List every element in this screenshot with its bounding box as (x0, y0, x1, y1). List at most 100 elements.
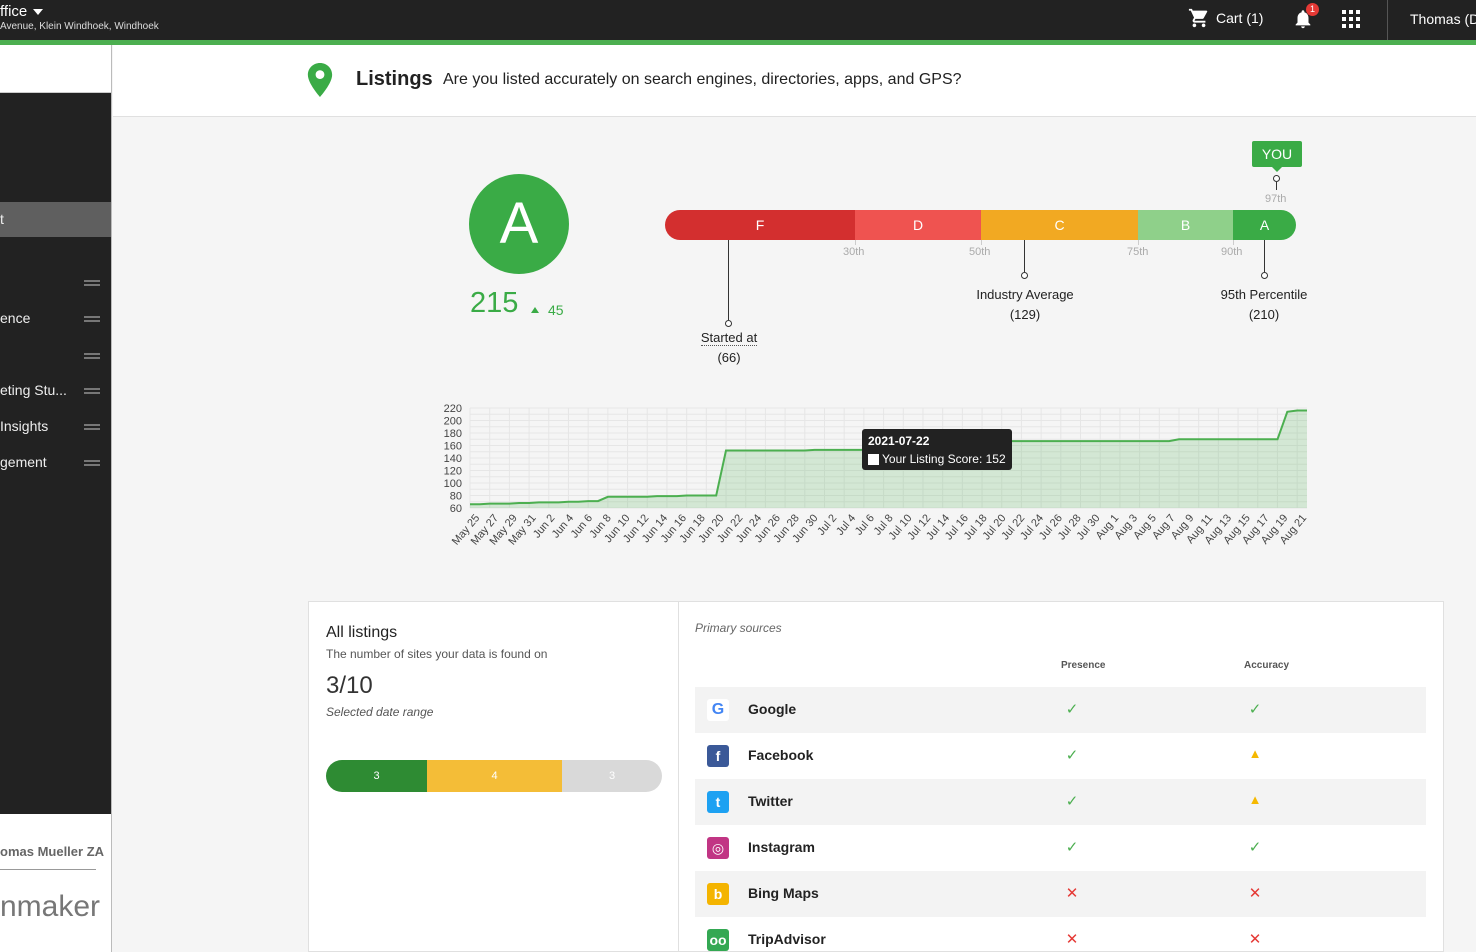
accuracy-ok-icon: ✓ (1248, 839, 1262, 856)
started-at-label: Started at (700, 330, 758, 346)
presence-header: Presence (1061, 660, 1106, 671)
presence-ok-icon: ✓ (1065, 747, 1079, 764)
sidebar-item[interactable]: ence (0, 310, 112, 330)
y-tick-label: 80 (450, 491, 462, 503)
accuracy-warn-icon: ▲ (1248, 792, 1262, 807)
sidebar-item-active[interactable]: t (0, 202, 112, 237)
listings-count: 3/10 (326, 672, 373, 699)
sidebar-item-label: gement (0, 454, 47, 470)
source-row[interactable]: t Twitter ✓ ▲ (695, 779, 1426, 825)
accent-line (0, 40, 1476, 45)
page-title: Listings (356, 68, 433, 90)
x-tick-label: Jul 4 (834, 512, 858, 538)
tick-mark (855, 240, 856, 245)
location-pin-icon (307, 63, 333, 97)
accuracy-bad-icon: ✕ (1248, 931, 1262, 948)
user-menu[interactable]: Thomas (D (1410, 11, 1476, 27)
account-name[interactable]: omas Mueller ZA (0, 844, 105, 859)
source-row[interactable]: b Bing Maps ✕ ✕ (695, 871, 1426, 917)
you-marker: YOU (1252, 141, 1302, 172)
sidebar-footer: omas Mueller ZA nmaker (0, 814, 112, 952)
percentile-tick: 30th (843, 246, 865, 258)
y-tick-label: 100 (444, 478, 462, 490)
y-tick-label: 180 (444, 428, 462, 440)
twitter-icon: t (707, 791, 729, 813)
stack-segment: 3 (562, 760, 662, 792)
marker-dot (725, 320, 732, 327)
industry-average-value: (129) (1009, 307, 1041, 322)
apps-grid-icon[interactable] (1342, 10, 1360, 28)
stack-segment: 4 (427, 760, 562, 792)
chevron-down-icon (33, 9, 44, 16)
sidebar-item-label: eting Stu... (0, 382, 67, 398)
score-delta: 45 (531, 302, 564, 318)
industry-average-label: Industry Average (976, 287, 1074, 302)
source-row[interactable]: ◎ Instagram ✓ ✓ (695, 825, 1426, 871)
source-name: Bing Maps (748, 885, 819, 901)
sidebar-item[interactable] (0, 274, 112, 294)
sidebar-item[interactable]: eting Stu... (0, 382, 112, 402)
primary-sources-card: Primary sources Presence Accuracy G Googl… (679, 601, 1444, 952)
all-listings-subtitle: The number of sites your data is found o… (326, 647, 548, 661)
cart-button[interactable]: Cart (1) (1188, 7, 1263, 29)
p95-label: 95th Percentile (1220, 287, 1308, 302)
drag-handle-icon[interactable] (84, 316, 100, 322)
sidebar-item[interactable]: Insights (0, 418, 112, 438)
y-tick-label: 200 (444, 416, 462, 428)
primary-sources-title: Primary sources (695, 621, 782, 635)
drag-handle-icon[interactable] (84, 460, 100, 466)
sidebar-header (0, 45, 112, 93)
sidebar-item[interactable]: gement (0, 454, 112, 474)
percentile-tick: 90th (1221, 246, 1243, 258)
presence-ok-icon: ✓ (1065, 839, 1079, 856)
drag-handle-icon[interactable] (84, 280, 100, 286)
tick-mark (981, 240, 982, 245)
source-name: Facebook (748, 747, 814, 763)
drag-handle-icon[interactable] (84, 424, 100, 430)
bell-icon[interactable] (1292, 8, 1314, 30)
listing-score: 215 (470, 287, 519, 319)
tooltip-date: 2021-07-22 (868, 434, 930, 448)
p95-value: (210) (1248, 307, 1280, 322)
series-swatch (868, 453, 879, 465)
accuracy-ok-icon: ✓ (1248, 701, 1262, 718)
presence-ok-icon: ✓ (1065, 793, 1079, 810)
industry-average-marker: Industry Average (129) (960, 285, 1090, 325)
page-subtitle: Are you listed accurately on search engi… (443, 71, 962, 88)
drag-handle-icon[interactable] (84, 388, 100, 394)
sidebar-item-label: ence (0, 310, 31, 326)
source-name: Instagram (748, 839, 815, 855)
tripadvisor-icon: oo (707, 929, 729, 951)
source-row[interactable]: G Google ✓ ✓ (695, 687, 1426, 733)
sidebar-item[interactable] (0, 347, 112, 367)
grade-segment-c: C (981, 210, 1138, 240)
drag-handle-icon[interactable] (84, 353, 100, 359)
sidebar-item-label: Insights (0, 418, 49, 434)
source-row[interactable]: oo TripAdvisor ✕ ✕ (695, 917, 1426, 952)
divider (0, 869, 96, 870)
bing-icon: b (707, 883, 729, 905)
page-header: Listings Are you listed accurately on se… (113, 45, 1476, 117)
presence-bad-icon: ✕ (1065, 885, 1079, 902)
p95-marker: 95th Percentile (210) (1204, 285, 1324, 325)
all-listings-card: All listings The number of sites your da… (308, 601, 679, 952)
cart-label: Cart (1) (1216, 10, 1264, 26)
sidebar-edge (111, 45, 112, 952)
accuracy-bad-icon: ✕ (1248, 885, 1262, 902)
grade-segment-d: D (855, 210, 981, 240)
accuracy-header: Accuracy (1244, 660, 1290, 671)
marker-line (1264, 240, 1265, 272)
marker-dot (1021, 272, 1028, 279)
marker-dot (1273, 175, 1280, 182)
date-range-label: Selected date range (326, 705, 434, 719)
source-row[interactable]: f Facebook ✓ ▲ (695, 733, 1426, 779)
grade-badge: A (469, 174, 569, 274)
office-address: Avenue, Klein Windhoek, Windhoek (0, 21, 159, 32)
marker-line (1276, 182, 1277, 190)
x-tick-label: Jul 6 (853, 512, 877, 538)
y-tick-label: 220 (444, 403, 462, 415)
presence-ok-icon: ✓ (1065, 701, 1079, 718)
office-selector[interactable]: ffice (0, 3, 44, 20)
